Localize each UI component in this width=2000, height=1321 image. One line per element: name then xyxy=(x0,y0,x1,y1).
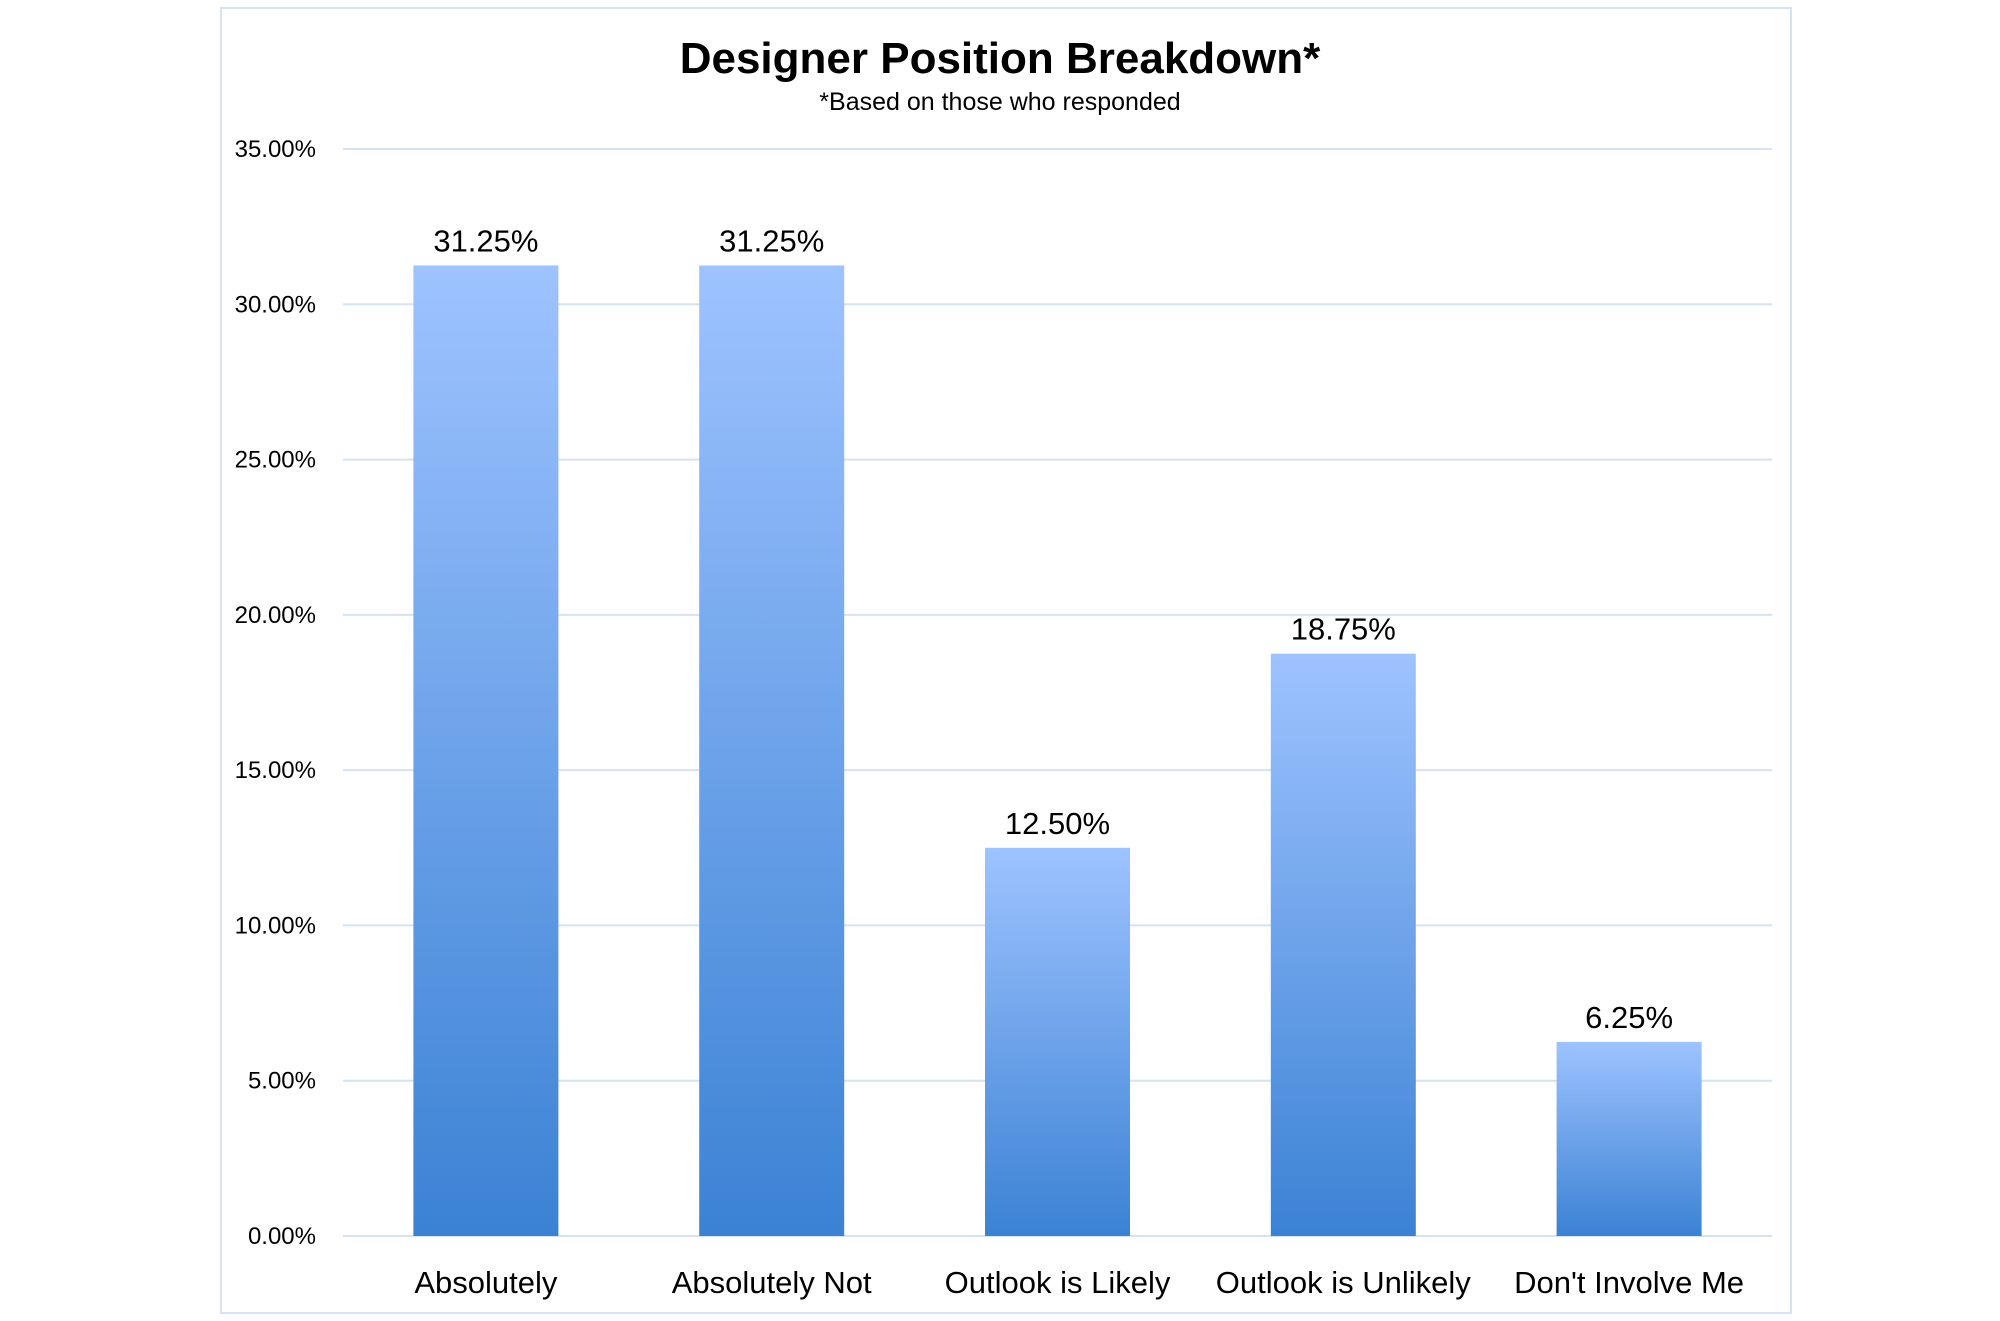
bar xyxy=(985,847,1130,1236)
y-tick-label: 25.00% xyxy=(235,447,316,474)
y-tick-label: 20.00% xyxy=(235,602,316,629)
y-tick-label: 35.00% xyxy=(235,136,316,163)
data-label: 12.50% xyxy=(1005,806,1110,841)
y-tick-label: 30.00% xyxy=(235,291,316,318)
x-axis-categories: Absolutely Absolutely Not Outlook is Likel… xyxy=(414,1265,1744,1300)
data-label: 18.75% xyxy=(1291,612,1396,647)
bar xyxy=(1270,653,1416,1236)
x-category-label: Outlook is Likely xyxy=(945,1265,1171,1300)
bar xyxy=(699,265,845,1236)
data-labels: 31.25% 31.25% 12.50% 18.75% 6.25% xyxy=(433,223,1673,1034)
y-axis-ticks: 0.00% 5.00% 10.00% 15.00% 20.00% 25.00% 30.00%… xyxy=(235,136,316,1250)
y-tick-label: 0.00% xyxy=(248,1223,316,1250)
bar xyxy=(413,265,559,1236)
chart-subtitle: *Based on those who responded xyxy=(819,88,1181,116)
y-tick-label: 10.00% xyxy=(235,912,316,939)
chart-title: Designer Position Breakdown* xyxy=(679,34,1321,83)
data-label: 6.25% xyxy=(1585,1000,1673,1035)
y-tick-label: 15.00% xyxy=(235,757,316,784)
bar xyxy=(1556,1041,1702,1236)
data-label: 31.25% xyxy=(433,223,538,258)
x-category-label: Outlook is Unlikely xyxy=(1216,1265,1471,1300)
bars xyxy=(413,265,1702,1236)
x-category-label: Don't Involve Me xyxy=(1514,1265,1744,1300)
y-tick-label: 5.00% xyxy=(248,1068,316,1095)
data-label: 31.25% xyxy=(719,223,824,258)
x-category-label: Absolutely xyxy=(414,1265,558,1300)
x-category-label: Absolutely Not xyxy=(672,1265,872,1300)
